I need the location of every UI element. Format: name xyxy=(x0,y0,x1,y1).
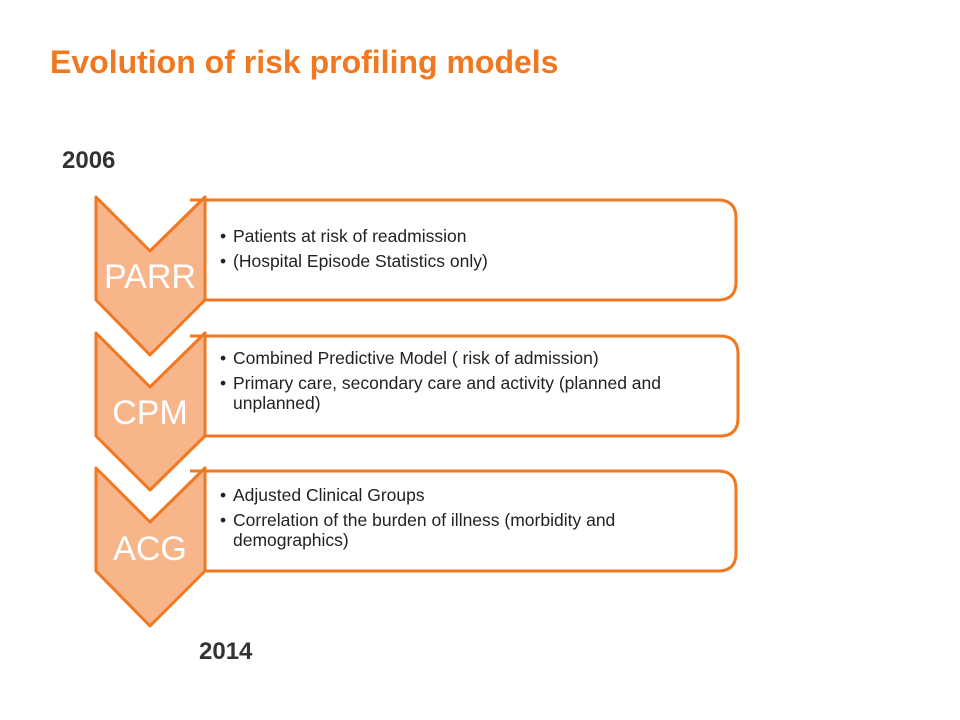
bullet-item: Correlation of the burden of illness (mo… xyxy=(220,510,705,550)
stage-cpm-chevron xyxy=(94,331,207,492)
stage-parr-chevron xyxy=(94,195,207,357)
timeline-start-year: 2006 xyxy=(62,147,116,174)
stage-cpm-details: Combined Predictive Model ( risk of admi… xyxy=(220,348,720,418)
stage-parr-box xyxy=(190,198,738,302)
bullet-item: Patients at risk of readmission xyxy=(220,226,720,246)
timeline-end-year: 2014 xyxy=(199,638,253,665)
stage-acg-label: ACG xyxy=(113,530,187,568)
stage-parr-label: PARR xyxy=(104,258,196,296)
stage-parr: PARR xyxy=(94,195,738,357)
bullet-item: Adjusted Clinical Groups xyxy=(220,485,705,505)
stage-cpm-label: CPM xyxy=(112,394,188,432)
stage-acg-details: Adjusted Clinical Groups Correlation of … xyxy=(220,485,705,555)
page-title: Evolution of risk profiling models xyxy=(50,44,559,80)
bullet-item: Combined Predictive Model ( risk of admi… xyxy=(220,348,720,368)
stage-parr-details: Patients at risk of readmission (Hospita… xyxy=(220,226,720,276)
stage-acg-chevron xyxy=(94,466,207,628)
bullet-item: (Hospital Episode Statistics only) xyxy=(220,251,720,271)
bullet-item: Primary care, secondary care and activit… xyxy=(220,373,720,413)
